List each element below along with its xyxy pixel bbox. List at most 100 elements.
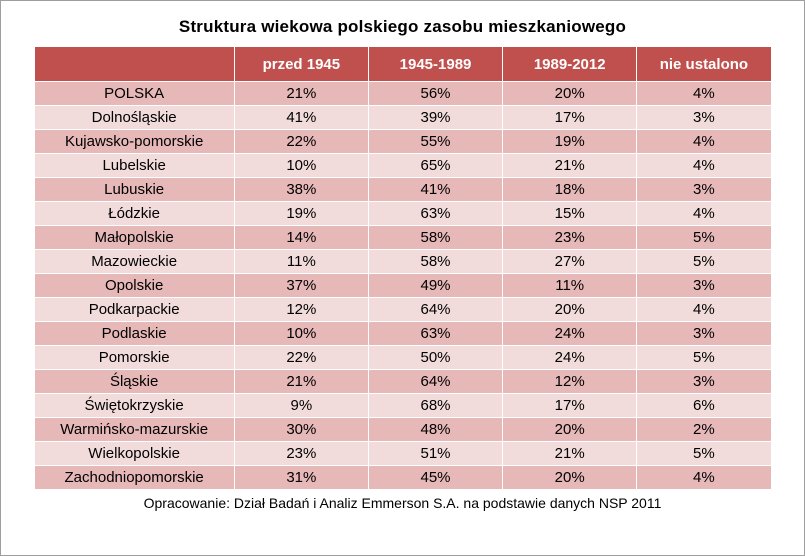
value-cell: 22% [233,129,369,154]
value-cell: 30% [233,417,369,442]
value-cell: 48% [367,417,504,442]
table-row: Mazowieckie 11% 58% 27% 5% [33,249,772,274]
table-row: Kujawsko-pomorskie 22% 55% 19% 4% [33,129,772,154]
table-row: Pomorskie 22% 50% 24% 5% [33,345,772,370]
value-cell: 21% [233,369,369,394]
value-cell: 3% [636,177,772,202]
region-cell: Wielkopolskie [33,441,235,466]
value-cell: 15% [502,201,638,226]
value-cell: 17% [502,105,638,130]
table-row: Podkarpackie 12% 64% 20% 4% [33,297,772,322]
table-row: Lubuskie 38% 41% 18% 3% [33,177,772,202]
value-cell: 19% [502,129,638,154]
value-cell: 41% [367,177,504,202]
table-row: Świętokrzyskie 9% 68% 17% 6% [33,393,772,418]
value-cell: 41% [233,105,369,130]
region-cell: Podkarpackie [33,297,235,322]
value-cell: 18% [502,177,638,202]
region-cell: Podlaskie [33,321,235,346]
value-cell: 20% [502,81,638,106]
column-header: przed 1945 [233,46,369,82]
table-row: Warmińsko-mazurskie 30% 48% 20% 2% [33,417,772,442]
table-row: Małopolskie 14% 58% 23% 5% [33,225,772,250]
region-cell: Lubuskie [33,177,235,202]
value-cell: 12% [502,369,638,394]
value-cell: 38% [233,177,369,202]
value-cell: 63% [367,321,504,346]
region-cell: POLSKA [33,81,235,106]
value-cell: 58% [367,249,504,274]
value-cell: 5% [636,345,772,370]
value-cell: 4% [636,153,772,178]
value-cell: 58% [367,225,504,250]
table-row: Dolnośląskie 41% 39% 17% 3% [33,105,772,130]
value-cell: 23% [502,225,638,250]
value-cell: 50% [367,345,504,370]
table-row: Podlaskie 10% 63% 24% 3% [33,321,772,346]
value-cell: 20% [502,417,638,442]
table-row: Lubelskie 10% 65% 21% 4% [33,153,772,178]
value-cell: 24% [502,321,638,346]
region-cell: Dolnośląskie [33,105,235,130]
region-cell: Śląskie [33,369,235,394]
value-cell: 11% [233,249,369,274]
table-row: POLSKA 21% 56% 20% 4% [33,81,772,106]
source-note: Opracowanie: Dział Badań i Analiz Emmers… [143,495,662,511]
value-cell: 55% [367,129,504,154]
value-cell: 3% [636,105,772,130]
value-cell: 9% [233,393,369,418]
value-cell: 27% [502,249,638,274]
value-cell: 4% [636,297,772,322]
column-header: 1945-1989 [367,46,504,82]
table-header: przed 1945 1945-1989 1989-2012 nie ustalono [33,46,772,82]
value-cell: 3% [636,321,772,346]
value-cell: 22% [233,345,369,370]
value-cell: 49% [367,273,504,298]
value-cell: 21% [502,153,638,178]
value-cell: 3% [636,369,772,394]
value-cell: 21% [233,81,369,106]
value-cell: 45% [367,465,504,490]
region-cell: Małopolskie [33,225,235,250]
table-body: POLSKA 21% 56% 20% 4% Dolnośląskie 41% 39% 17% 3%… [33,81,772,490]
value-cell: 4% [636,201,772,226]
value-cell: 4% [636,465,772,490]
value-cell: 3% [636,273,772,298]
value-cell: 68% [367,393,504,418]
value-cell: 37% [233,273,369,298]
value-cell: 39% [367,105,504,130]
value-cell: 65% [367,153,504,178]
value-cell: 17% [502,393,638,418]
table-row: Wielkopolskie 23% 51% 21% 5% [33,441,772,466]
value-cell: 64% [367,297,504,322]
value-cell: 5% [636,441,772,466]
value-cell: 10% [233,321,369,346]
value-cell: 56% [367,81,504,106]
region-cell: Lubelskie [33,153,235,178]
value-cell: 51% [367,441,504,466]
value-cell: 64% [367,369,504,394]
value-cell: 14% [233,225,369,250]
value-cell: 4% [636,81,772,106]
table-row: Zachodniopomorskie 31% 45% 20% 4% [33,465,772,490]
region-cell: Kujawsko-pomorskie [33,129,235,154]
value-cell: 6% [636,393,772,418]
region-cell: Opolskie [33,273,235,298]
region-column-header [33,46,235,82]
value-cell: 4% [636,129,772,154]
table-row: Opolskie 37% 49% 11% 3% [33,273,772,298]
column-header: nie ustalono [636,46,772,82]
value-cell: 2% [636,417,772,442]
value-cell: 20% [502,465,638,490]
value-cell: 63% [367,201,504,226]
header-row: przed 1945 1945-1989 1989-2012 nie ustalono [33,46,772,82]
value-cell: 31% [233,465,369,490]
region-cell: Mazowieckie [33,249,235,274]
housing-age-structure-table: przed 1945 1945-1989 1989-2012 nie ustalono… [33,46,772,490]
value-cell: 23% [233,441,369,466]
value-cell: 10% [233,153,369,178]
region-cell: Zachodniopomorskie [33,465,235,490]
value-cell: 21% [502,441,638,466]
region-cell: Świętokrzyskie [33,393,235,418]
